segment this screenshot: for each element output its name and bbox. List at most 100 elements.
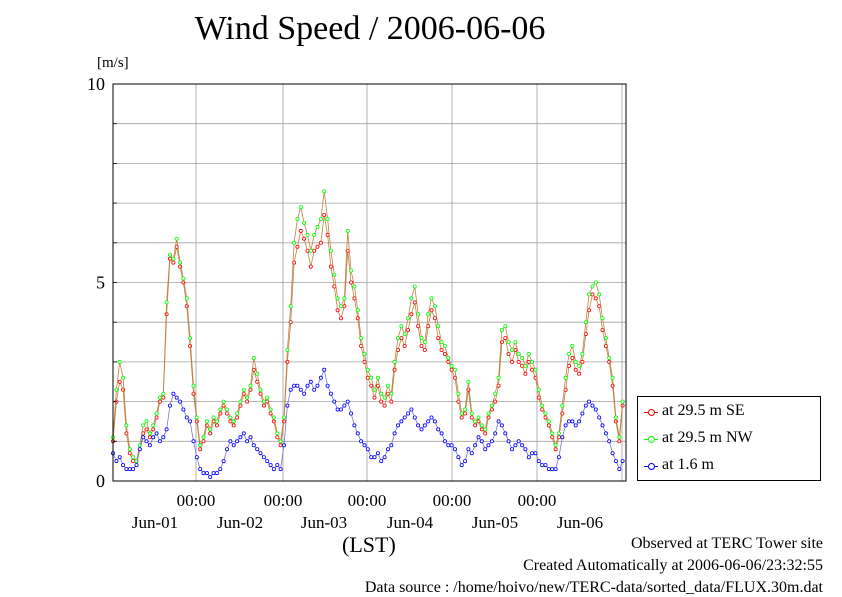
- data-point: [600, 328, 605, 333]
- data-point: [349, 411, 354, 416]
- x-date-label: Jun-04: [387, 513, 434, 532]
- y-axis-unit: [m/s]: [97, 55, 129, 71]
- x-axis-unit: (LST): [342, 532, 396, 557]
- data-point: [550, 431, 555, 436]
- data-point: [362, 443, 367, 448]
- data-point: [204, 471, 209, 476]
- data-point: [365, 367, 370, 372]
- data-point: [553, 443, 558, 448]
- data-point: [556, 431, 561, 436]
- data-point: [228, 419, 233, 424]
- data-point: [218, 407, 223, 412]
- data-point: [379, 391, 384, 396]
- data-point: [261, 455, 266, 460]
- data-point: [124, 423, 129, 428]
- data-point: [305, 383, 310, 388]
- chart-title: Wind Speed / 2006-06-06: [194, 10, 546, 47]
- data-point: [540, 403, 545, 408]
- data-point: [214, 419, 219, 424]
- data-point: [419, 427, 424, 432]
- data-point: [352, 284, 357, 289]
- data-point: [349, 280, 354, 285]
- data-point: [157, 395, 162, 400]
- data-point: [298, 228, 303, 233]
- data-point: [436, 336, 441, 341]
- legend-marker-se: [648, 409, 655, 416]
- data-point: [496, 375, 501, 380]
- data-point: [178, 399, 183, 404]
- data-point: [587, 292, 592, 297]
- data-point: [499, 328, 504, 333]
- data-point: [600, 316, 605, 321]
- data-point: [392, 431, 397, 436]
- data-point: [580, 411, 585, 416]
- data-point: [328, 391, 333, 396]
- data-point: [597, 415, 602, 420]
- data-point: [385, 391, 390, 396]
- data-point: [473, 443, 478, 448]
- data-point: [530, 451, 535, 456]
- data-point: [463, 411, 468, 416]
- data-point: [328, 264, 333, 269]
- data-point: [442, 351, 447, 356]
- data-point: [117, 379, 122, 384]
- data-point: [288, 304, 293, 309]
- data-point: [402, 415, 407, 420]
- footer-created: Created Automatically at 2006-06-06/23:3…: [523, 557, 823, 574]
- data-point: [188, 419, 193, 424]
- data-point: [261, 399, 266, 404]
- data-point: [516, 351, 521, 356]
- data-point: [204, 419, 209, 424]
- data-point: [503, 336, 508, 341]
- data-point: [603, 431, 608, 436]
- data-point: [449, 363, 454, 368]
- data-point: [255, 371, 260, 376]
- data-point: [131, 467, 136, 472]
- data-point: [258, 451, 263, 456]
- data-point: [416, 423, 421, 428]
- data-point: [593, 296, 598, 301]
- data-point: [201, 471, 206, 476]
- data-point: [167, 403, 172, 408]
- data-point: [208, 431, 213, 436]
- data-point: [338, 316, 343, 321]
- data-point: [258, 387, 263, 392]
- data-point: [442, 439, 447, 444]
- legend-label-nw: at 29.5 m NW: [662, 429, 753, 446]
- data-point: [456, 391, 461, 396]
- data-point: [496, 419, 501, 424]
- data-point: [459, 463, 464, 468]
- data-point: [298, 387, 303, 392]
- data-point: [432, 304, 437, 309]
- data-point: [164, 300, 169, 305]
- data-point: [121, 463, 126, 468]
- data-point: [567, 351, 572, 356]
- data-point: [546, 419, 551, 424]
- data-point: [526, 359, 531, 364]
- data-point: [382, 403, 387, 408]
- x-date-label: Jun-05: [472, 513, 518, 532]
- data-point: [483, 431, 488, 436]
- data-point: [245, 395, 250, 400]
- data-point: [533, 367, 538, 372]
- data-point: [382, 455, 387, 460]
- data-point: [385, 447, 390, 452]
- data-point: [493, 431, 498, 436]
- data-point: [127, 467, 132, 472]
- data-point: [570, 343, 575, 348]
- data-point: [191, 383, 196, 388]
- data-point: [228, 439, 233, 444]
- data-point: [409, 296, 414, 301]
- data-point: [499, 423, 504, 428]
- data-point: [302, 391, 307, 396]
- data-point: [543, 411, 548, 416]
- data-point: [255, 447, 260, 452]
- data-point: [332, 399, 337, 404]
- data-point: [476, 415, 481, 420]
- data-point: [231, 443, 236, 448]
- data-point: [338, 407, 343, 412]
- data-point: [198, 443, 203, 448]
- data-point: [312, 248, 317, 253]
- data-point: [509, 359, 514, 364]
- data-point: [281, 415, 286, 420]
